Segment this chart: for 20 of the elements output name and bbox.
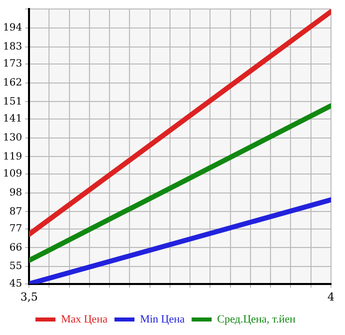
legend-label: Сред.Цена, т.йен (217, 313, 296, 326)
x-tick-label: 4 (328, 290, 334, 304)
y-tick-label: 119 (2, 151, 22, 162)
y-tick-label: 109 (2, 168, 22, 180)
y-tick-label: 66 (9, 242, 22, 254)
y-tick-label: 162 (2, 77, 22, 88)
y-tick-label: 87 (9, 206, 22, 218)
legend-label: Min Цена (140, 313, 185, 326)
y-tick-label: 194 (2, 22, 22, 34)
y-tick-label: 77 (9, 223, 22, 234)
y-tick-label: 151 (2, 96, 22, 108)
y-tick-label: 55 (9, 261, 22, 272)
y-tick-label: 141 (2, 114, 22, 125)
y-tick-label: 183 (2, 41, 22, 52)
legend-label: Max Цена (60, 313, 108, 326)
y-tick-label: 173 (2, 58, 22, 70)
y-tick-label: 45 (9, 278, 22, 290)
x-tick-label: 3,5 (20, 290, 38, 304)
y-tick-label: 98 (9, 187, 22, 198)
y-tick-label: 130 (2, 132, 22, 144)
